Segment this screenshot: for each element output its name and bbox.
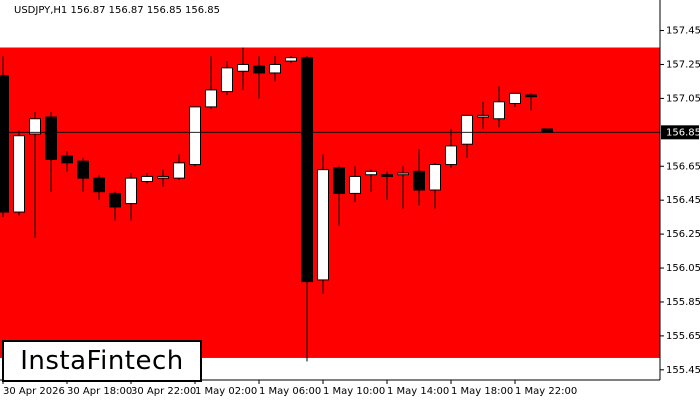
candle-body xyxy=(397,172,409,176)
y-tick-label: 157.05 xyxy=(666,93,700,104)
y-tick-label: 157.45 xyxy=(666,26,700,37)
x-tick-label: 1 May 10:00 xyxy=(323,386,385,397)
candle-body xyxy=(413,170,425,191)
x-tick-label: 1 May 14:00 xyxy=(387,386,449,397)
candle-body xyxy=(269,63,281,74)
x-tick-label: 1 May 02:00 xyxy=(195,386,257,397)
candle-body xyxy=(253,65,265,74)
y-tick-label: 155.85 xyxy=(666,297,700,308)
candle-body xyxy=(189,106,201,166)
watermark: InstaFintech xyxy=(2,340,202,382)
candle-body xyxy=(333,167,345,194)
x-tick-label: 30 Apr 18:00 xyxy=(67,386,132,397)
x-tick-label: 1 May 22:00 xyxy=(515,386,577,397)
x-tick-label: 30 Apr 22:00 xyxy=(131,386,196,397)
candle-body xyxy=(429,164,441,191)
x-tick-label: 30 Apr 2026 xyxy=(3,386,65,397)
candle-body xyxy=(509,92,521,104)
chart-title: USDJPY,H1 156.87 156.87 156.85 156.85 xyxy=(14,5,220,16)
pattern-zone xyxy=(0,47,660,358)
x-tick-label: 1 May 18:00 xyxy=(451,386,513,397)
candle-body xyxy=(93,177,105,193)
y-tick-label: 155.65 xyxy=(666,331,700,342)
y-tick-label: 155.45 xyxy=(666,365,700,376)
candle-body xyxy=(381,174,393,177)
y-tick-label: 156.45 xyxy=(666,195,700,206)
candle-body xyxy=(109,192,121,208)
candle-body xyxy=(477,114,489,118)
candle-body xyxy=(125,177,137,205)
x-tick-label: 1 May 06:00 xyxy=(259,386,321,397)
candle-body xyxy=(445,145,457,166)
candle-body xyxy=(493,101,505,120)
candle-body xyxy=(541,128,553,133)
candle-body xyxy=(317,169,329,281)
candle-body xyxy=(349,175,361,194)
candle-body xyxy=(301,57,313,283)
candle-body xyxy=(461,114,473,145)
candle-body xyxy=(237,63,249,72)
y-tick-label: 156.05 xyxy=(666,263,700,274)
candle-body xyxy=(221,67,233,93)
current-price-label: 156.85 xyxy=(666,127,700,138)
candle-body xyxy=(365,170,377,176)
candle-body xyxy=(29,118,41,135)
candle-body xyxy=(157,175,169,179)
current-price-tag xyxy=(661,125,699,140)
candle-body xyxy=(61,155,73,164)
candle-body xyxy=(205,89,217,108)
candle-body xyxy=(285,57,297,62)
candle-body xyxy=(141,175,153,183)
candle-body xyxy=(45,116,57,160)
candle-body xyxy=(173,162,185,179)
candle-body xyxy=(0,74,9,213)
y-tick-label: 156.25 xyxy=(666,229,700,240)
candle-body xyxy=(525,94,537,98)
y-tick-label: 157.25 xyxy=(666,59,700,70)
candle-body xyxy=(13,135,25,213)
y-tick-label: 156.65 xyxy=(666,161,700,172)
candle-body xyxy=(77,160,89,179)
